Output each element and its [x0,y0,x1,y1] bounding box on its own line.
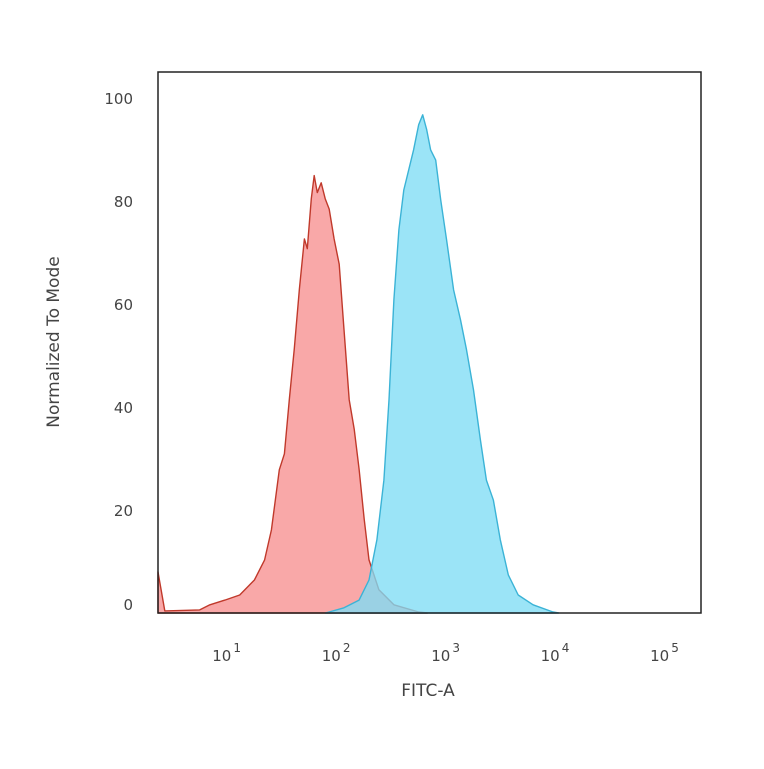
y-tick-label: 40 [114,399,133,417]
x-tick-label: 10 2 [322,641,351,665]
y-axis-label: Normalized To Mode [44,256,64,427]
histogram-series-1 [157,174,428,614]
y-tick-label: 0 [123,596,133,614]
x-tick-label: 10 5 [650,641,679,665]
x-tick-exponent: 3 [452,641,460,655]
x-tick-base: 10 [212,647,231,665]
y-tick-label: 100 [104,90,133,108]
x-tick-base: 10 [431,647,450,665]
x-tick-label: 10 1 [212,641,241,665]
x-tick-label: 10 4 [541,641,570,665]
x-tick-base: 10 [650,647,669,665]
x-axis-label: FITC-A [401,681,455,701]
x-tick-exponent: 5 [671,641,679,655]
series-layer [157,114,560,614]
x-axis-ticks: 10 1 10 2 10 3 10 4 10 5 [212,641,679,665]
x-tick-exponent: 4 [562,641,570,655]
x-tick-base: 10 [322,647,341,665]
x-tick-exponent: 1 [233,641,241,655]
y-tick-label: 20 [114,502,133,520]
y-axis-ticks: 0 20 40 60 80 100 [104,90,133,614]
y-tick-label: 60 [114,296,133,314]
x-tick-base: 10 [541,647,560,665]
plot-frame [157,71,702,614]
x-tick-label: 10 3 [431,641,460,665]
histogram-series-2 [324,114,560,614]
x-tick-exponent: 2 [343,641,351,655]
y-tick-label: 80 [114,193,133,211]
